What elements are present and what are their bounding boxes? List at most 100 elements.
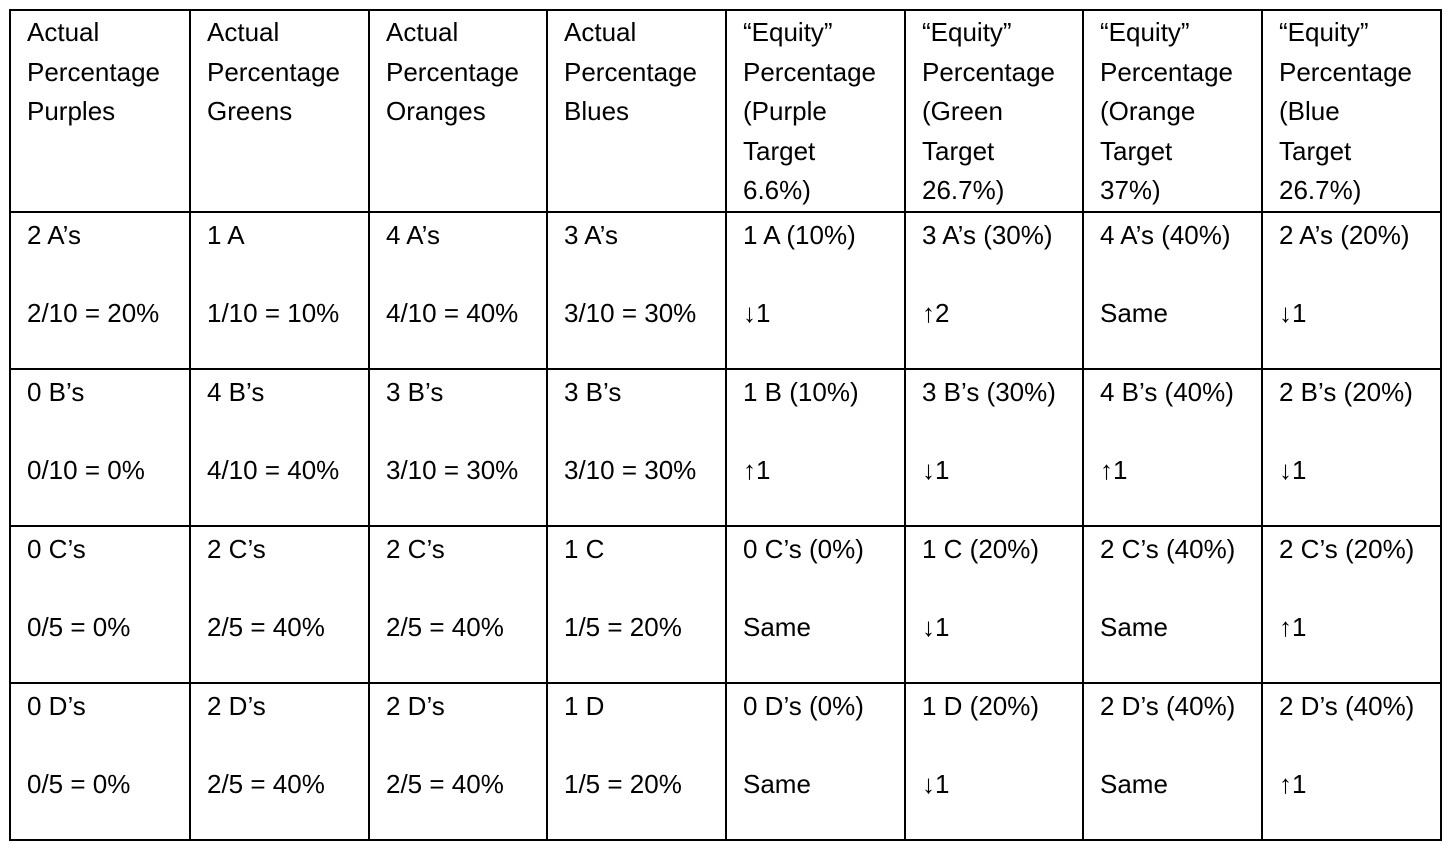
column-header: “Equity” Percentage (Green Target 26.7%) — [904, 9, 1084, 213]
table-cell: 0 B’s 0/10 = 0% — [9, 367, 191, 527]
column-header: Actual Percentage Greens — [189, 9, 370, 213]
cell-detail: 2/5 = 40% — [207, 611, 325, 642]
cell-detail: Same — [1100, 768, 1168, 799]
column-header: “Equity” Percentage (Orange Target 37%) — [1082, 9, 1263, 213]
cell-count: 1 D (20%) — [922, 690, 1040, 721]
cell-count: 2 A’s (20%) — [1279, 219, 1410, 250]
header-line: 26.7%) — [1279, 175, 1362, 205]
header-line: Percentage — [564, 56, 697, 87]
table-cell: 1 C 1/5 = 20% — [546, 524, 727, 684]
table-cell: 1 C (20%) ↓1 — [904, 524, 1084, 684]
header-line: Percentage — [1100, 56, 1233, 87]
cell-count: 2 D’s — [386, 690, 445, 721]
table-cell: 4 A’s 4/10 = 40% — [368, 210, 548, 370]
header-line: Percentage — [922, 56, 1055, 87]
header-line: (Green — [922, 96, 1003, 126]
cell-count: 1 B (10%) — [743, 376, 859, 407]
cell-count: 2 D’s (40%) — [1279, 690, 1415, 721]
table-cell: 2 C’s (40%) Same — [1082, 524, 1263, 684]
cell-detail: Same — [1100, 297, 1168, 328]
header-line: Actual — [386, 17, 459, 47]
cell-detail: ↑1 — [1279, 768, 1307, 799]
cell-detail: Same — [743, 611, 811, 642]
header-line: (Orange — [1100, 96, 1196, 126]
header-line: Target — [1100, 135, 1173, 166]
cell-count: 2 C’s — [207, 533, 266, 564]
table-cell: 2 D’s (40%) Same — [1082, 681, 1263, 841]
cell-detail: ↓1 — [1279, 454, 1307, 485]
cell-count: 3 B’s (30%) — [922, 376, 1056, 407]
cell-count: 1 A (10%) — [743, 219, 856, 250]
header-line: Blues — [564, 96, 630, 126]
cell-count: 0 C’s (0%) — [743, 533, 864, 564]
cell-detail: ↓1 — [922, 768, 950, 799]
header-line: Purples — [27, 96, 116, 126]
cell-detail: 2/5 = 40% — [207, 768, 325, 799]
cell-detail: ↑2 — [922, 297, 950, 328]
table-row: 0 C’s 0/5 = 0% 2 C’s 2/5 = 40% 2 C’s 2/5 = … — [9, 524, 1442, 684]
header-line: 37%) — [1100, 175, 1161, 205]
cell-count: 4 B’s — [207, 376, 265, 407]
cell-detail: 1/5 = 20% — [564, 611, 682, 642]
header-line: “Equity” — [922, 17, 1012, 47]
table-cell: 2 A’s (20%) ↓1 — [1261, 210, 1442, 370]
table-cell: 2 C’s (20%) ↑1 — [1261, 524, 1442, 684]
column-header: “Equity” Percentage (Purple Target 6.6%) — [725, 9, 906, 213]
cell-count: 3 B’s — [386, 376, 444, 407]
column-header: Actual Percentage Purples — [9, 9, 191, 213]
cell-count: 1 D — [564, 690, 605, 721]
cell-detail: 2/5 = 40% — [386, 768, 504, 799]
table-cell: 3 A’s (30%) ↑2 — [904, 210, 1084, 370]
header-line: Percentage — [1279, 56, 1412, 87]
header-line: (Purple — [743, 96, 827, 126]
cell-count: 2 A’s — [27, 219, 81, 250]
table-cell: 1 D (20%) ↓1 — [904, 681, 1084, 841]
cell-detail: 3/10 = 30% — [564, 297, 697, 328]
table-cell: 1 D 1/5 = 20% — [546, 681, 727, 841]
table-cell: 2 D’s (40%) ↑1 — [1261, 681, 1442, 841]
cell-count: 2 D’s — [207, 690, 266, 721]
cell-count: 2 C’s (40%) — [1100, 533, 1236, 564]
header-line: Percentage — [207, 56, 340, 87]
table-cell: 2 D’s 2/5 = 40% — [189, 681, 370, 841]
header-line: Target — [1279, 135, 1352, 166]
header-line: Target — [743, 135, 816, 166]
header-line: “Equity” — [1279, 17, 1369, 47]
cell-count: 1 A — [207, 219, 245, 250]
data-table: Actual Percentage Purples Actual Percent… — [9, 9, 1442, 841]
cell-count: 1 C — [564, 533, 605, 564]
cell-count: 0 D’s (0%) — [743, 690, 864, 721]
cell-count: 4 B’s (40%) — [1100, 376, 1234, 407]
column-header: Actual Percentage Blues — [546, 9, 727, 213]
table-row: 0 D’s 0/5 = 0% 2 D’s 2/5 = 40% 2 D’s 2/5 = … — [9, 681, 1442, 841]
cell-detail: ↓1 — [922, 454, 950, 485]
cell-detail: 0/10 = 0% — [27, 454, 145, 485]
cell-count: 2 C’s (20%) — [1279, 533, 1415, 564]
header-line: 6.6%) — [743, 175, 811, 205]
header-line: Percentage — [743, 56, 876, 87]
cell-detail: ↓1 — [1279, 297, 1307, 328]
table-cell: 4 A’s (40%) Same — [1082, 210, 1263, 370]
cell-count: 3 A’s (30%) — [922, 219, 1053, 250]
cell-count: 3 A’s — [564, 219, 618, 250]
table-cell: 2 A’s 2/10 = 20% — [9, 210, 191, 370]
table-cell: 4 B’s 4/10 = 40% — [189, 367, 370, 527]
cell-detail: ↑1 — [1100, 454, 1128, 485]
cell-count: 0 C’s — [27, 533, 86, 564]
table-row: 0 B’s 0/10 = 0% 4 B’s 4/10 = 40% 3 B’s 3/10… — [9, 367, 1442, 527]
cell-detail: 1/10 = 10% — [207, 297, 340, 328]
table-cell: 3 B’s 3/10 = 30% — [368, 367, 548, 527]
table-cell: 2 D’s 2/5 = 40% — [368, 681, 548, 841]
header-row: Actual Percentage Purples Actual Percent… — [9, 9, 1442, 213]
cell-detail: 1/5 = 20% — [564, 768, 682, 799]
table-cell: 1 A 1/10 = 10% — [189, 210, 370, 370]
cell-detail: 0/5 = 0% — [27, 768, 131, 799]
table-cell: 1 B (10%) ↑1 — [725, 367, 906, 527]
header-line: Percentage — [27, 56, 160, 87]
cell-detail: Same — [743, 768, 811, 799]
cell-detail: 2/10 = 20% — [27, 297, 160, 328]
cell-detail: 2/5 = 40% — [386, 611, 504, 642]
table-cell: 2 C’s 2/5 = 40% — [368, 524, 548, 684]
cell-count: 2 D’s (40%) — [1100, 690, 1236, 721]
column-header: Actual Percentage Oranges — [368, 9, 548, 213]
